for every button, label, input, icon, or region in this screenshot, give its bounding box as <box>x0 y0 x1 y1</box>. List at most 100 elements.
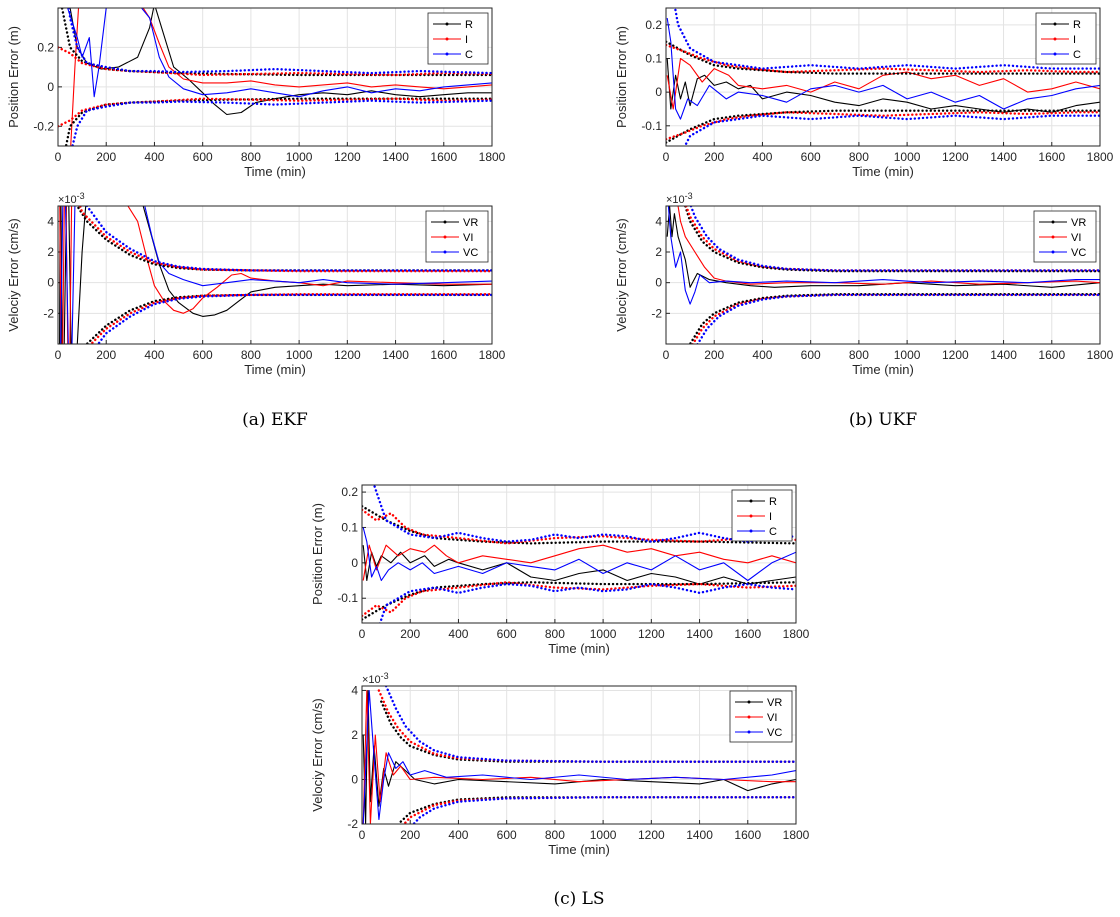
bound-line-i_bound-lower <box>362 581 796 618</box>
x-tick-label: 400 <box>144 150 164 164</box>
legend-marker-i <box>749 514 753 518</box>
legend: RIC <box>427 12 489 65</box>
x-tick-label: 600 <box>801 348 821 362</box>
bound-line-r_bound-lower <box>666 109 1100 144</box>
y-tick-label: -2 <box>43 306 54 320</box>
legend: VR VI VC <box>425 210 489 263</box>
legend-marker-c <box>445 52 449 56</box>
x-axis-label: Time (min) <box>244 362 306 377</box>
plot-area <box>362 686 796 824</box>
exponent-superscript: -3 <box>685 191 693 201</box>
y-tick-label: -0.2 <box>33 119 54 133</box>
bound-line-vr_bound-upper <box>684 206 1100 273</box>
y-axis-exponent: ×10-3 <box>362 671 389 686</box>
legend-marker-vi <box>1051 235 1055 239</box>
x-tick-label: 1600 <box>734 828 761 842</box>
legend: VR VI VC <box>729 690 793 743</box>
y-tick-label: 4 <box>655 214 662 228</box>
x-tick-label: 400 <box>752 348 772 362</box>
x-tick-label: 1000 <box>590 627 617 641</box>
bound-line-vc_bound-upper <box>689 206 1100 272</box>
series-group <box>59 206 492 344</box>
x-axis-label: Time (min) <box>548 641 610 656</box>
legend-label-vi: VI <box>463 232 473 244</box>
legend-label-c: C <box>769 526 777 538</box>
axes-frame <box>57 205 493 345</box>
x-tick-label: 0 <box>55 348 62 362</box>
series-group <box>666 8 1100 146</box>
x-axis-label: Time (min) <box>244 164 306 179</box>
plot-area <box>666 206 1100 344</box>
x-tick-label: 800 <box>849 348 869 362</box>
legend-label-vc: VC <box>767 727 782 739</box>
x-tick-label: 1800 <box>479 150 506 164</box>
y-tick-label: 0.2 <box>341 485 358 499</box>
x-tick-label: 1000 <box>286 150 313 164</box>
axes-frame <box>665 7 1101 147</box>
x-tick-label: 200 <box>96 150 116 164</box>
y-tick-label: 2 <box>655 245 662 259</box>
axes-frame <box>57 7 493 147</box>
y-tick-label: -0.1 <box>337 591 358 605</box>
x-tick-label: 600 <box>497 828 517 842</box>
x-tick-label: 400 <box>144 348 164 362</box>
x-tick-label: 400 <box>448 828 468 842</box>
x-axis-label: Time (min) <box>548 842 610 857</box>
x-tick-label: 0 <box>663 150 670 164</box>
series-line-vr <box>666 206 1100 288</box>
x-tick-label: 1400 <box>686 627 713 641</box>
x-tick-label: 1200 <box>942 348 969 362</box>
y-tick-label: 0.2 <box>645 18 662 32</box>
y-tick-label: 0.1 <box>341 520 358 534</box>
series-line-vr <box>362 689 796 824</box>
x-tick-label: 1200 <box>638 828 665 842</box>
y-axis-exponent: ×10-3 <box>58 191 85 206</box>
x-tick-label: 400 <box>752 150 772 164</box>
y-tick-label: 2 <box>351 728 358 742</box>
x-axis-label: Time (min) <box>852 362 914 377</box>
y-axis-label: Velociy Error (cm/s) <box>310 698 325 811</box>
y-tick-label: 0 <box>655 276 662 290</box>
legend-label-r: R <box>1073 19 1081 31</box>
figure-caption: (b) UKF <box>849 410 918 430</box>
x-tick-label: 1000 <box>590 828 617 842</box>
x-tick-label: 1600 <box>430 150 457 164</box>
bound-line-vc_bound-upper <box>85 206 492 272</box>
x-tick-label: 1400 <box>382 348 409 362</box>
x-tick-label: 200 <box>704 348 724 362</box>
x-tick-label: 800 <box>241 348 261 362</box>
bound-line-c_bound-upper <box>67 8 492 75</box>
chart-panel-4: 0 200 400 600 800 1000 1200 1400 1600 1800 -0.1 0 0.… <box>310 484 810 656</box>
x-tick-label: 200 <box>400 627 420 641</box>
y-axis-label: Velociy Error (cm/s) <box>6 218 21 331</box>
x-tick-label: 1000 <box>286 348 313 362</box>
bound-line-c_bound-upper <box>372 485 796 543</box>
series-line-r <box>362 545 796 585</box>
x-tick-label: 1600 <box>1038 348 1065 362</box>
series-line-i <box>362 544 796 581</box>
legend-marker-r <box>749 499 753 503</box>
y-axis-label: Velociy Error (cm/s) <box>614 218 629 331</box>
y-axis-exponent: ×10-3 <box>666 191 693 206</box>
legend-marker-c <box>749 529 753 533</box>
figure-caption: (c) LS <box>553 889 604 909</box>
bound-line-vc_bound-lower <box>412 796 796 824</box>
bound-line-vi_bound-upper <box>78 206 492 273</box>
x-tick-label: 600 <box>193 150 213 164</box>
plot-area <box>58 8 492 146</box>
series-line-vc <box>362 689 796 824</box>
bound-line-i_bound-upper <box>666 43 1100 74</box>
legend-label-c: C <box>1073 49 1081 61</box>
legend: RIC <box>731 489 793 542</box>
series-line-vi <box>59 206 492 344</box>
legend-marker-r <box>445 22 449 26</box>
bound-line-vc_bound-lower <box>96 293 492 344</box>
x-tick-label: 400 <box>448 627 468 641</box>
legend-label-vc: VC <box>463 247 478 259</box>
bound-line-c_bound-lower <box>683 114 1100 146</box>
x-tick-label: 0 <box>55 150 62 164</box>
y-tick-label: 0 <box>351 772 358 786</box>
bound-line-vr_bound-lower <box>688 293 1100 344</box>
legend-marker-vr <box>747 700 751 704</box>
